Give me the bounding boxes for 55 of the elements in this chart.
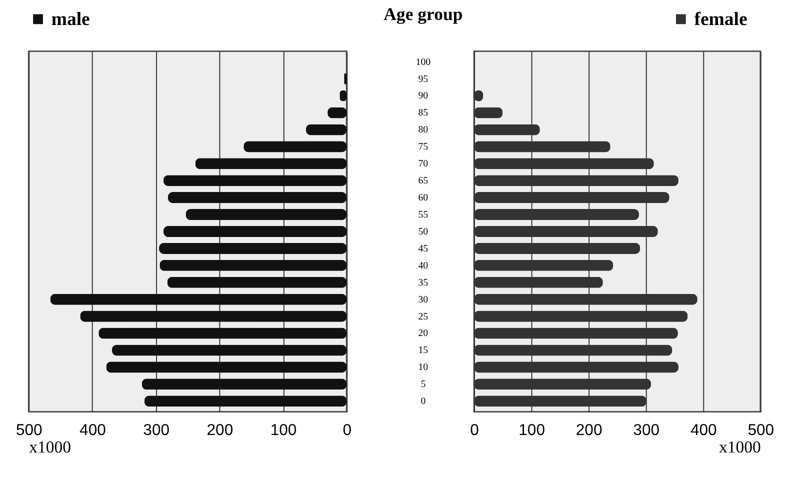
y-tick-label: 35 (418, 277, 428, 288)
y-tick-label: 25 (418, 311, 428, 322)
x-tick-label: 500 (16, 422, 43, 439)
y-tick-label: 45 (418, 243, 428, 254)
y-tick-label: 50 (418, 226, 428, 238)
x-tick-label: 300 (633, 422, 660, 439)
bar (142, 378, 347, 390)
y-tick-label: 30 (418, 294, 428, 306)
x-tick-label: 200 (576, 422, 602, 439)
y-tick-label: 65 (418, 176, 428, 187)
y-tick-label: 95 (418, 74, 428, 85)
y-tick-label: 55 (418, 209, 428, 220)
y-tick-label: 70 (418, 158, 428, 170)
x-tick-label: 100 (270, 422, 297, 439)
legend-label: male (51, 9, 90, 30)
x-tick-label: 200 (206, 422, 234, 439)
bar (112, 344, 347, 356)
y-tick-label: 20 (418, 328, 428, 340)
bar (80, 310, 347, 322)
y-tick-label: 40 (418, 260, 428, 272)
bar (144, 396, 347, 407)
y-tick-label: 100 (416, 56, 431, 68)
x-axis-title: x1000 (718, 438, 761, 457)
bar (195, 158, 347, 170)
bar (244, 141, 347, 152)
bar (163, 226, 347, 237)
bar (167, 276, 347, 288)
y-tick-label: 85 (418, 108, 428, 119)
bar (98, 328, 347, 339)
x-tick-label: 500 (748, 422, 774, 439)
x-tick-label: 400 (690, 422, 718, 439)
legend-label: female (694, 9, 748, 30)
y-tick-label: 75 (418, 142, 428, 153)
y-tick-label: 80 (418, 124, 428, 136)
y-tick-label: 90 (418, 90, 428, 102)
y-tick-label: 60 (418, 192, 428, 204)
x-tick-label: 0 (470, 422, 480, 439)
bar (160, 260, 347, 271)
bar (106, 362, 347, 373)
bar (168, 192, 347, 204)
bar (163, 175, 347, 186)
x-tick-label: 300 (143, 422, 170, 439)
bar (50, 294, 347, 305)
y-tick-label: 0 (420, 396, 426, 408)
bar (186, 209, 347, 220)
y-tick-label: 15 (418, 345, 428, 356)
y-tick-label: 10 (418, 362, 428, 374)
x-axis-title: x1000 (29, 438, 72, 457)
x-tick-label: 0 (342, 422, 352, 439)
x-tick-label: 100 (518, 422, 546, 439)
y-axis-title: Age group (384, 4, 463, 24)
y-tick-label: 5 (420, 379, 426, 390)
x-tick-label: 400 (80, 422, 106, 439)
bar (159, 242, 347, 254)
bar (306, 124, 347, 136)
